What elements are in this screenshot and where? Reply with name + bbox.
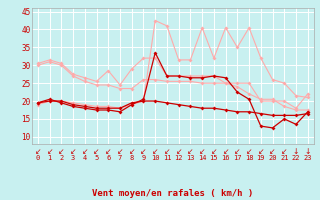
Text: ↙: ↙ bbox=[82, 147, 88, 156]
Text: Vent moyen/en rafales ( km/h ): Vent moyen/en rafales ( km/h ) bbox=[92, 189, 253, 198]
Text: ↙: ↙ bbox=[129, 147, 135, 156]
Text: ↙: ↙ bbox=[187, 147, 194, 156]
Text: ↙: ↙ bbox=[211, 147, 217, 156]
Text: ↙: ↙ bbox=[175, 147, 182, 156]
Text: ↙: ↙ bbox=[164, 147, 170, 156]
Text: ↙: ↙ bbox=[281, 147, 287, 156]
Text: ↙: ↙ bbox=[152, 147, 158, 156]
Text: ↙: ↙ bbox=[269, 147, 276, 156]
Text: ↙: ↙ bbox=[199, 147, 205, 156]
Text: ↙: ↙ bbox=[234, 147, 241, 156]
Text: ↙: ↙ bbox=[140, 147, 147, 156]
Text: ↙: ↙ bbox=[93, 147, 100, 156]
Text: ↙: ↙ bbox=[258, 147, 264, 156]
Text: ↙: ↙ bbox=[246, 147, 252, 156]
Text: ↙: ↙ bbox=[222, 147, 229, 156]
Text: ↙: ↙ bbox=[46, 147, 53, 156]
Text: ↙: ↙ bbox=[105, 147, 111, 156]
Text: ↓: ↓ bbox=[305, 147, 311, 156]
Text: ↙: ↙ bbox=[35, 147, 41, 156]
Text: ↓: ↓ bbox=[293, 147, 299, 156]
Text: ↙: ↙ bbox=[117, 147, 123, 156]
Text: ↙: ↙ bbox=[70, 147, 76, 156]
Text: ↙: ↙ bbox=[58, 147, 65, 156]
